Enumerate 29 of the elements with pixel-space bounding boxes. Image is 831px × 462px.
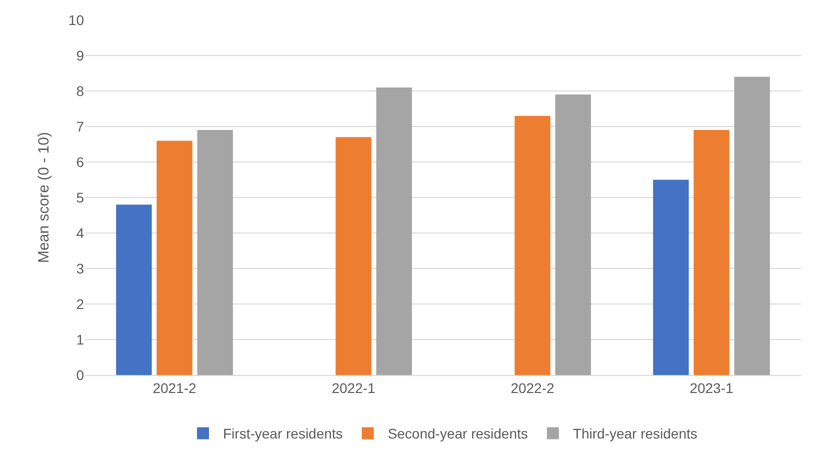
y-tick-label: 3 xyxy=(76,260,84,276)
bar xyxy=(376,87,412,375)
y-tick-label: 8 xyxy=(76,82,84,99)
y-tick-label: 9 xyxy=(76,47,84,64)
bar xyxy=(156,140,192,375)
bar xyxy=(336,137,372,375)
legend-label: First-year residents xyxy=(223,426,343,442)
y-tick-label: 0 xyxy=(76,366,84,383)
x-tick-label: 2022-2 xyxy=(510,380,555,396)
legend-label: Third-year residents xyxy=(572,426,698,442)
bar xyxy=(116,204,152,375)
y-tick-label: 10 xyxy=(68,12,84,28)
y-tick-label: 4 xyxy=(76,224,84,241)
y-tick-label: 5 xyxy=(76,189,84,206)
legend-label: Second-year residents xyxy=(388,426,528,442)
y-tick-label: 1 xyxy=(76,331,84,348)
y-tick-label: 6 xyxy=(76,154,84,170)
bar xyxy=(197,130,233,375)
x-tick-label: 2022-1 xyxy=(332,380,376,396)
y-axis-title: Mean score (0 - 10) xyxy=(36,132,53,263)
x-tick-label: 2021-2 xyxy=(152,380,197,396)
x-tick-label: 2023-1 xyxy=(690,380,734,396)
bar xyxy=(514,116,550,375)
bar xyxy=(734,76,770,375)
bar xyxy=(653,180,689,375)
y-tick-label: 2 xyxy=(76,296,84,312)
bar xyxy=(555,94,591,375)
bar xyxy=(694,130,730,375)
y-tick-label: 7 xyxy=(76,118,84,134)
